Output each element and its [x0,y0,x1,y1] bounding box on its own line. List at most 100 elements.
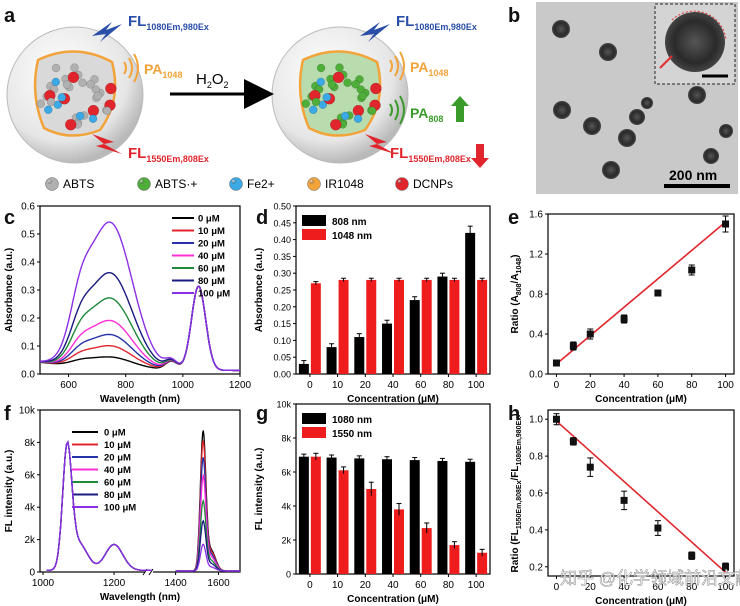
bar-1-6 [477,279,488,374]
y-tick-label: 0.6 [529,489,543,500]
y-tick-label: 0.05 [273,353,291,363]
data-point-6 [722,563,730,571]
tem-particle-2 [553,101,571,119]
legend-label-1: 1550 nm [332,429,372,440]
data-point-2 [586,463,594,471]
legend-swatch-0 [45,177,59,191]
y-tick-label: 0.15 [273,319,291,329]
y-axis-label: Ratio (A808/A1048) [510,255,523,334]
bar-1-5 [449,279,460,374]
x-tick-label: 40 [387,580,399,591]
x-tick-label: 60 [652,582,664,593]
core-particle [44,105,53,115]
panel-letter-b: b [508,5,520,27]
lightning-icon-top-left [92,22,122,42]
legend-label-2: 20 μM [104,453,131,464]
y-tick-label: 0.8 [529,290,543,301]
legend-label-0: 1080 nm [332,415,372,426]
core-particle [70,63,79,72]
x-tick-label: 0 [554,380,560,391]
data-point-4 [654,524,662,532]
bar-0-5 [437,460,448,574]
pa1048-label-left: PA1048 [144,61,182,80]
core-particle [105,82,117,95]
y-tick-label: 0.45 [273,218,291,228]
data-point-1 [569,342,577,350]
bar-0-6 [465,461,476,574]
legend-label-6: 100 μM [104,503,136,514]
legend-label-1: 10 μM [198,226,225,237]
x-tick-label: 1600 [207,578,230,589]
bar-0-2 [354,337,365,374]
legend-label-0: 0 μM [198,214,220,225]
x-axis-label: Concentration (μM) [595,596,687,606]
core-particle [316,63,326,73]
legend-label-4: 60 μM [104,478,131,489]
x-tick-label: 0 [554,582,560,593]
bar-0-6 [465,232,476,374]
panel-letter-c: c [4,207,15,229]
y-tick-label: 0.0 [529,370,543,381]
y-tick-label: 0 [29,568,35,579]
legend-swatch-4 [395,177,409,191]
x-tick-label: 60 [415,580,427,591]
x-tick-label: 10 [332,580,344,591]
bar-0-3 [382,323,392,374]
bar-1-0 [310,456,321,574]
x-tick-label: 40 [619,582,631,593]
y-tick-label: 0.4 [21,258,35,269]
core-particle [36,99,46,108]
tem-particle-8 [703,148,719,164]
x-axis-label: Wavelength (nm) [100,394,180,405]
y-tick-label: 0.0 [21,370,35,381]
data-point-5 [688,266,696,274]
data-point-3 [620,315,628,323]
y-tick-label: 6k [281,468,291,478]
panel-letter-f: f [4,403,11,425]
panel-letter-h: h [508,403,520,425]
y-axis-label-part: ) [510,255,521,258]
legend-swatch-highlight-2 [231,179,237,185]
y-tick-label: 1.6 [529,210,543,221]
axis-break-mark [148,568,154,576]
tem-scale-label: 200 nm [669,167,717,183]
y-tick-label: 4k [281,502,291,512]
panel-a: a FL1080Em,980Ex FL1080Em,980Ex PA1048 P… [4,5,489,191]
x-tick-label: 20 [585,380,597,391]
legend-label-2: 20 μM [198,239,225,250]
y-axis-label: Ratio (FL1550Em,808Ex/FL1080Em,980Ex) [510,414,523,573]
wave-icon-pa-right [389,51,405,81]
core-particle [343,78,352,87]
bar-0-5 [437,276,448,374]
x-tick-label: 100 [468,580,485,591]
data-point-3 [620,496,628,504]
x-tick-label: 40 [387,380,399,391]
y-tick-label: 0.00 [273,370,291,380]
legend-swatch-highlight-0 [47,179,53,185]
y-tick-label: 2k [281,536,291,546]
y-tick-label: 0.30 [273,269,291,279]
y-axis-label-sub: 1080Em,980Ex [516,417,523,466]
core-particle [311,97,321,107]
x-tick-label: 1200 [103,578,126,589]
y-tick-label: 0.3 [21,286,35,297]
bar-1-4 [421,528,432,574]
bar-0-4 [409,300,420,374]
y-axis-label-part: /FL [510,466,521,481]
panel-letter-a: a [4,5,16,27]
bar-0-1 [326,457,337,574]
panel-h: 0.2 0.4 0.6 0.8 1.0 0 20 40 60 80 100 Concentration… [510,409,735,606]
panel-letter-e: e [508,207,519,229]
panel-c: 0.0 0.1 0.2 0.3 0.4 0.5 0.6 600 800 1000 1200 Wavel… [4,202,252,406]
bar-1-2 [366,489,377,574]
x-axis-label: Concentration (μM) [595,394,687,405]
panel-e: 0.0 0.4 0.8 1.2 1.6 0 20 40 60 80 100 Concentration… [510,210,735,405]
bar-0-3 [382,459,392,574]
core-particle [340,111,350,121]
bar-0-0 [298,363,309,374]
y-axis-label: Absorbance (a.u.) [254,248,265,332]
y-tick-label: 0.35 [273,252,291,262]
core-particle [67,71,80,84]
y-axis-label-sub: 1550Em,808Ex [516,480,523,529]
y-axis-label-sub: 1048 [516,258,523,274]
